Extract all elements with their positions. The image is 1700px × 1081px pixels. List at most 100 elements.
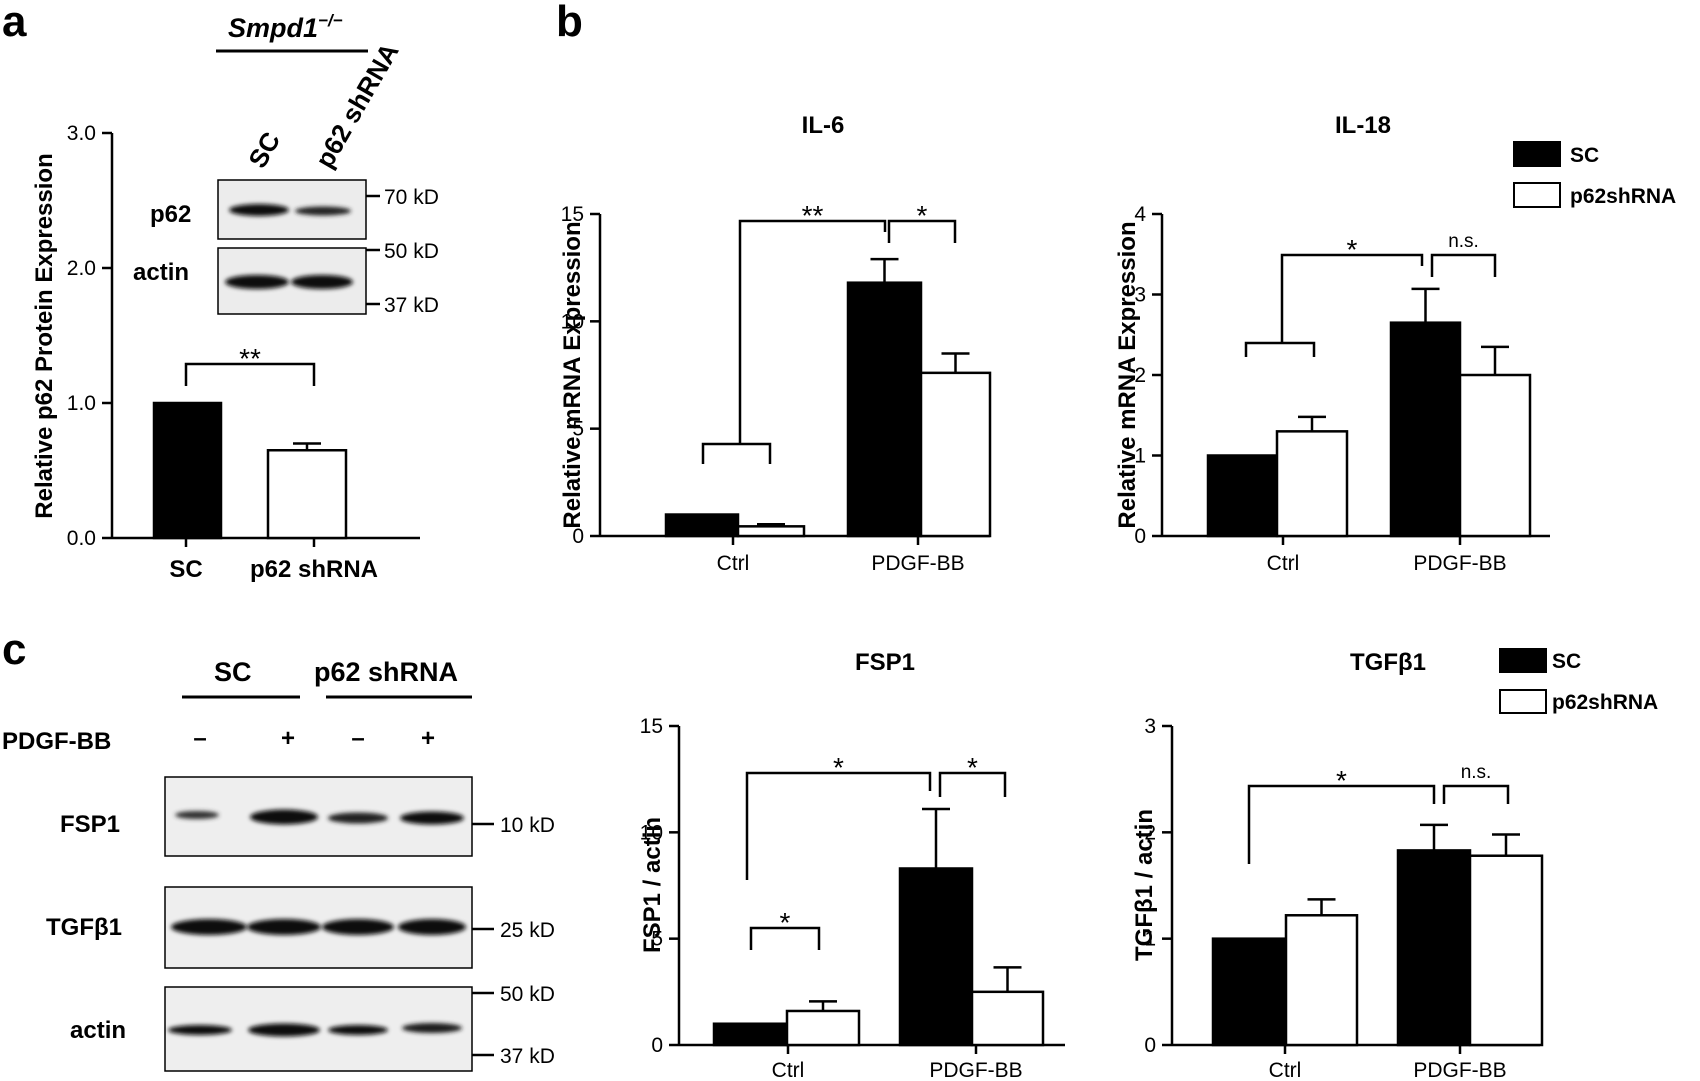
y-tick-label: 1 — [1134, 445, 1146, 468]
band-p62-sc — [229, 204, 289, 216]
panel-letter-c: c — [2, 625, 26, 674]
blot-row-label-p62: p62 — [150, 201, 191, 228]
lane-label-sc: SC — [242, 127, 286, 173]
chart-tgfb1: TGFβ1 TGFβ1 / actin 0 1 2 3 Ctrl PDGF-BB * n.s. — [1131, 649, 1544, 1081]
significance-bracket — [745, 771, 932, 880]
sign-lane4: + — [421, 725, 435, 752]
legend-c: SC p62shRNA — [1499, 648, 1658, 714]
x-tick-label: p62 shRNA — [250, 556, 378, 583]
significance-label: * — [967, 752, 978, 783]
band-actin-sc — [225, 275, 289, 289]
y-tick-label: 15 — [640, 715, 663, 738]
x-tick-label: Ctrl — [717, 552, 750, 575]
legend-b-swatch-p62shrna — [1513, 182, 1561, 208]
significance-label: * — [917, 200, 928, 231]
legend-b: SC p62shRNA — [1513, 141, 1676, 208]
significance-label: * — [780, 907, 791, 938]
x-tick-label: Ctrl — [772, 1059, 805, 1081]
bar-ctrl-p62shrna — [1284, 914, 1359, 1047]
y-tick-label: 2 — [1144, 821, 1156, 844]
y-tick-label: 2 — [1134, 364, 1146, 387]
marker-70kd: 70 kD — [384, 186, 439, 209]
bar-pdgf-bb-p62shrna — [1468, 854, 1544, 1047]
marker-37kd: 37 kD — [384, 294, 439, 317]
sign-lane1: – — [193, 725, 206, 752]
legend-c-label-sc: SC — [1552, 650, 1581, 673]
bar-pdgf-bb-sc — [898, 867, 974, 1047]
legend-c-swatch-p62shrna — [1499, 689, 1547, 714]
genotype-superscript: −/− — [318, 11, 343, 30]
legend-b-label-sc: SC — [1570, 144, 1599, 167]
y-tick-label: 0 — [572, 525, 584, 548]
chart-title: IL-18 — [1335, 112, 1391, 139]
bar-pdgf-bb-sc — [1389, 321, 1462, 538]
y-tick-label: 0 — [1134, 525, 1146, 548]
panel-a-blot: Smpd1−/− SC p62 shRNA p62 actin 70 kD 50… — [133, 11, 439, 317]
band-actin-lane1 — [168, 1025, 232, 1035]
x-tick-label: SC — [169, 556, 202, 583]
bar-pdgf-bb-p62shrna — [970, 990, 1045, 1047]
group-label-sc: SC — [214, 657, 252, 687]
y-tick-label: 3 — [1134, 284, 1146, 307]
significance-label: * — [1336, 765, 1347, 796]
blot-row-label-actin: actin — [133, 259, 189, 286]
y-tick-label: 4 — [1134, 203, 1146, 226]
band-tgfb1-lane3 — [322, 919, 394, 935]
bar-ctrl-sc — [1211, 937, 1288, 1047]
bar-ctrl-sc — [1206, 454, 1279, 538]
bar-sc — [152, 401, 223, 540]
chart-title: FSP1 — [855, 649, 915, 676]
x-tick-label: Ctrl — [1267, 552, 1300, 575]
band-fsp1-lane3 — [328, 812, 388, 824]
sign-lane3: – — [351, 725, 364, 752]
band-actin-lane2 — [248, 1023, 320, 1037]
significance-bracket — [184, 362, 316, 386]
band-p62-shrna — [295, 206, 351, 216]
group-label-p62-shrna: p62 shRNA — [314, 657, 458, 687]
legend-c-label-p62shrna: p62shRNA — [1552, 691, 1658, 714]
x-tick-label: PDGF-BB — [1413, 552, 1506, 575]
band-actin-shrna — [291, 275, 353, 289]
bar-pdgf-bb-p62shrna — [1458, 373, 1532, 538]
chart-title: TGFβ1 — [1350, 649, 1426, 676]
y-tick-label: 3.0 — [67, 122, 96, 145]
significance-label: ** — [802, 200, 824, 231]
sign-lane2: + — [281, 725, 295, 752]
bar-p62-shrna — [266, 449, 348, 540]
x-tick-label: Ctrl — [1269, 1059, 1302, 1081]
blot-row-label-tgfb1: TGFβ1 — [46, 914, 122, 941]
band-tgfb1-lane1 — [171, 919, 247, 935]
panel-letter-a: a — [2, 0, 27, 46]
significance-bracket — [887, 219, 957, 243]
y-tick-label: 0 — [1144, 1034, 1156, 1057]
y-tick-label: 3 — [1144, 715, 1156, 738]
y-tick-label: 10 — [561, 310, 584, 333]
significance-bracket — [701, 442, 772, 464]
band-actin-lane4 — [402, 1023, 462, 1033]
legend-c-swatch-sc — [1499, 648, 1547, 673]
significance-label: ** — [239, 343, 261, 374]
significance-bracket — [1247, 784, 1436, 864]
marker-37kd-c: 37 kD — [500, 1045, 555, 1068]
significance-bracket — [1244, 341, 1316, 357]
y-tick-label: 5 — [572, 418, 584, 441]
y-tick-label: 0 — [651, 1034, 663, 1057]
marker-50kd-c: 50 kD — [500, 983, 555, 1006]
significance-label: n.s. — [1448, 231, 1479, 252]
marker-25kd: 25 kD — [500, 919, 555, 942]
y-tick-label: 1.0 — [67, 392, 96, 415]
band-tgfb1-lane2 — [247, 919, 321, 935]
bar-ctrl-sc — [664, 513, 740, 538]
chart-fsp1: FSP1 FSP1 / actin 0 5 10 15 Ctrl PDGF-BB * * * — [639, 649, 1065, 1081]
x-tick-label: PDGF-BB — [1413, 1059, 1506, 1081]
chart-p62-protein: Relative p62 Protein Expression 0.0 1.0 2.0… — [31, 122, 420, 583]
treatment-label: PDGF-BB — [2, 728, 111, 755]
lane-label-p62-shrna: p62 shRNA — [309, 38, 404, 173]
bar-ctrl-sc — [712, 1022, 789, 1047]
significance-label: * — [833, 752, 844, 783]
band-fsp1-lane2 — [250, 809, 318, 825]
y-tick-label: 0.0 — [67, 527, 96, 550]
